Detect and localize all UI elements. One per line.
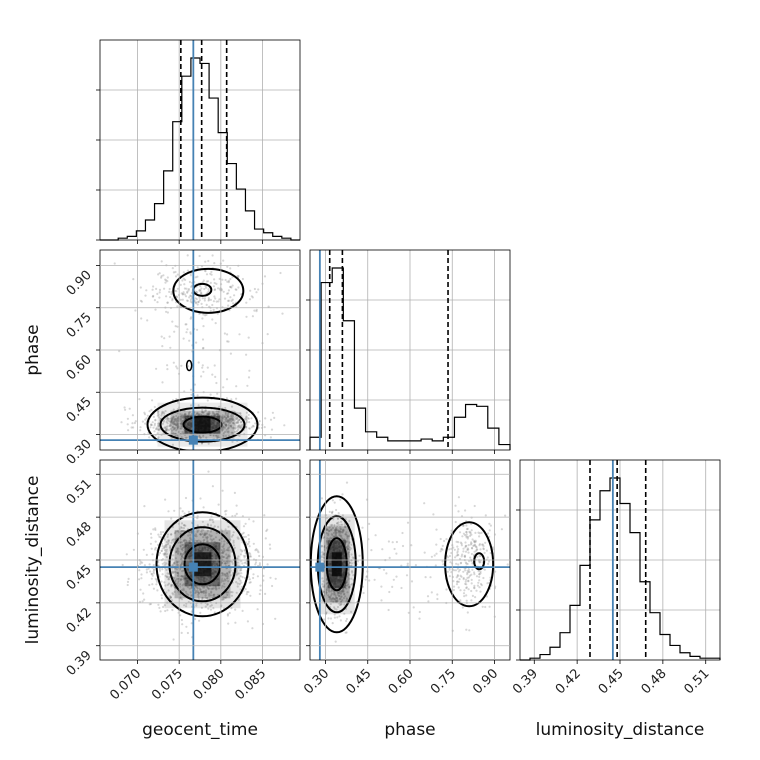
x-ticks-geocent_time xyxy=(137,240,263,244)
panel-content xyxy=(100,250,300,450)
x-ticks-phase: 0.30 0.45 0.60 0.75 0.90 xyxy=(301,660,501,697)
x-tick-label: 0.070 xyxy=(107,666,144,703)
truth-marker xyxy=(188,435,198,445)
x-tick-label: 0.42 xyxy=(553,666,584,697)
x-tick-label: 0.30 xyxy=(301,666,332,697)
x-tick-label: 0.080 xyxy=(191,666,228,703)
x-axis-label-phase: phase xyxy=(384,720,435,740)
truth-marker xyxy=(315,562,325,572)
grid-0-1 xyxy=(100,250,300,450)
x-tick-label: 0.45 xyxy=(596,666,627,697)
contour xyxy=(182,415,223,434)
x-ticks-geocent_time: 0.070 0.075 0.080 0.085 xyxy=(107,660,269,703)
hist-panel-luminosity_distance xyxy=(516,459,721,661)
y-tick-label: 0.48 xyxy=(64,519,95,550)
y-tick-label: 0.51 xyxy=(64,477,95,508)
x-tick-label: 0.48 xyxy=(639,666,670,697)
contour xyxy=(444,521,495,608)
contour xyxy=(185,359,193,372)
y-tick-label: 0.90 xyxy=(64,268,95,299)
contour xyxy=(168,526,237,603)
grid-0-2 xyxy=(100,460,300,660)
y-ticks-phase: 0.30 0.45 0.60 0.75 0.90 xyxy=(64,265,100,468)
contour xyxy=(155,511,250,618)
y-tick-label: 0.45 xyxy=(64,562,95,593)
histogram-phase xyxy=(309,267,511,450)
histogram-luminosity_distance xyxy=(520,477,721,661)
x-ticks-luminosity_distance: 0.39 0.42 0.45 0.48 0.51 xyxy=(510,660,713,697)
hist-panel-geocent_time xyxy=(96,39,301,241)
x-ticks-phase xyxy=(325,450,495,454)
density-cell xyxy=(194,417,211,432)
x-tick-label: 0.51 xyxy=(681,666,712,697)
contour xyxy=(172,267,245,314)
x-tick-label: 0.90 xyxy=(470,666,501,697)
x-axis-label-luminosity_distance: luminosity_distance xyxy=(536,720,705,740)
hist-panel-phase xyxy=(306,249,511,451)
y-tick-label: 0.75 xyxy=(64,310,95,341)
contour xyxy=(473,552,486,571)
x-axis-label-geocent_time: geocent_time xyxy=(142,720,258,740)
x-tick-label: 0.45 xyxy=(343,666,374,697)
x-tick-label: 0.085 xyxy=(232,666,269,703)
contour xyxy=(146,396,259,450)
histogram-geocent_time xyxy=(100,57,300,241)
y-ticks-luminosity_distance: 0.39 0.42 0.45 0.48 0.51 xyxy=(64,473,100,679)
truth-marker xyxy=(188,562,198,572)
contour xyxy=(310,495,364,634)
grid-1-2 xyxy=(310,460,510,660)
x-tick-label: 0.60 xyxy=(386,666,417,697)
contour xyxy=(159,406,246,443)
y-tick-label: 0.60 xyxy=(64,352,95,383)
y-axis-label-luminosity_distance: luminosity_distance xyxy=(23,476,43,645)
scatter-panel-geocent_time-phase xyxy=(99,249,301,451)
y-tick-label: 0.39 xyxy=(64,648,95,679)
y-tick-label: 0.30 xyxy=(64,437,95,468)
x-ticks-geocent_time xyxy=(137,450,263,454)
x-tick-label: 0.075 xyxy=(149,666,186,703)
y-tick-label: 0.45 xyxy=(64,394,95,425)
x-tick-label: 0.39 xyxy=(510,666,541,697)
y-axis-label-phase: phase xyxy=(23,324,43,375)
contour xyxy=(325,537,348,592)
density-cell xyxy=(193,552,212,577)
y-tick-label: 0.42 xyxy=(64,605,95,636)
y-ticks-inner xyxy=(306,473,310,647)
x-tick-label: 0.75 xyxy=(428,666,459,697)
density-cell xyxy=(331,552,342,577)
